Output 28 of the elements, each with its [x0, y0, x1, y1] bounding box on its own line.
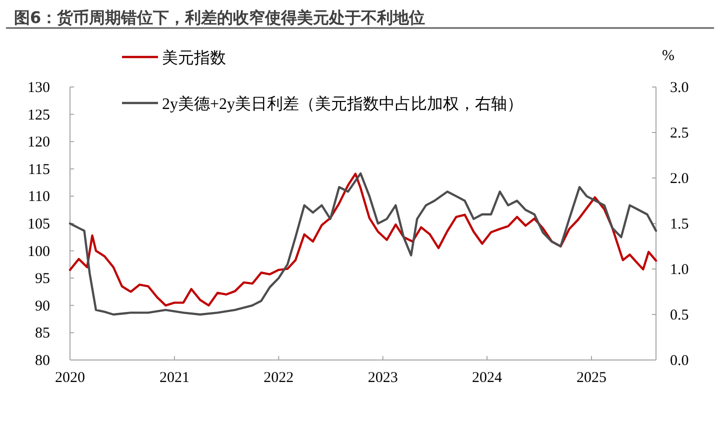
y-tick-label: 115 [28, 162, 50, 178]
y-tick-label: 90 [35, 298, 50, 314]
y2-tick-label: 1.5 [670, 216, 689, 232]
x-tick-label: 2025 [576, 370, 606, 386]
y-tick-label: 105 [28, 216, 50, 232]
y-tick-label: 85 [35, 326, 50, 342]
y-tick-label: 100 [28, 244, 50, 260]
y-tick-label: 80 [35, 353, 50, 369]
y-tick-label: 130 [28, 80, 50, 96]
y2-tick-label: 3.0 [670, 80, 689, 96]
legend-label: 美元指数 [162, 49, 226, 67]
y-tick-label: 120 [28, 134, 50, 151]
x-tick-label: 2023 [368, 370, 398, 386]
y-tick-label: 110 [28, 189, 50, 206]
y2-axis-title: % [662, 48, 674, 64]
x-tick-label: 2021 [159, 370, 190, 386]
x-tick-label: 2020 [55, 370, 85, 386]
y2-tick-label: 2.5 [670, 126, 689, 142]
y-tick-label: 125 [28, 107, 50, 124]
chart-title: 图6：货币周期错位下，利差的收窄使得美元处于不利地位 [14, 8, 426, 27]
x-tick-label: 2022 [264, 370, 294, 386]
y2-tick-label: 0.0 [670, 353, 689, 369]
y2-tick-label: 2.0 [670, 171, 689, 187]
y-tick-label: 95 [35, 271, 50, 288]
x-tick-label: 2024 [472, 370, 503, 386]
y2-tick-label: 1.0 [670, 262, 689, 278]
y2-tick-label: 0.5 [670, 308, 689, 324]
legend-label: 2y美德+2y美日利差（美元指数中占比加权，右轴） [162, 95, 524, 113]
